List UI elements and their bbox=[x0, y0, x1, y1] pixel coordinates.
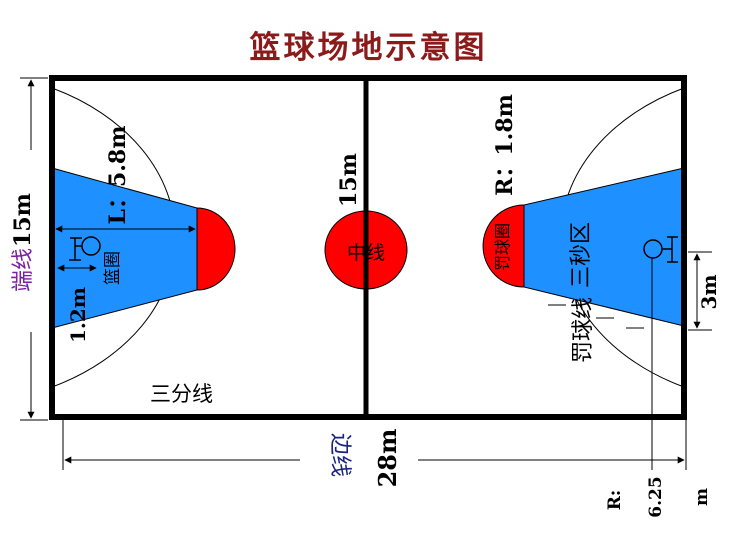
free-throw-circle-right bbox=[482, 204, 525, 288]
page-title: 篮球场地示意图 bbox=[249, 30, 488, 66]
three-point-line-label: 三分线 bbox=[150, 382, 213, 406]
basket-icon-right bbox=[643, 236, 678, 263]
circle-radius-label: R：1.8m bbox=[492, 94, 518, 196]
key-length-label: L：5.8m bbox=[105, 125, 131, 224]
free-throw-circle-left bbox=[196, 207, 236, 291]
free-throw-line-label: 罚球线 bbox=[571, 297, 596, 363]
three-point-radius-value: 6.25 bbox=[646, 476, 666, 517]
basket-label-left: 篮圈 bbox=[103, 251, 123, 285]
side-line-length: 28m bbox=[373, 429, 402, 488]
three-point-radius-r: R: bbox=[605, 490, 625, 510]
end-line-length: 15m bbox=[10, 193, 36, 247]
key-edge-label: 1.2m bbox=[66, 287, 90, 343]
center-length: 15m bbox=[336, 153, 362, 207]
free-throw-circle-label: 罚球圈 bbox=[493, 223, 512, 271]
side-line-label: 边线 bbox=[327, 433, 352, 477]
basket-icon-left bbox=[69, 236, 101, 261]
key-right bbox=[523, 167, 685, 327]
lane-width-label: 3m bbox=[697, 274, 721, 309]
three-point-radius-unit: m bbox=[692, 488, 712, 506]
end-line-label: 端线 bbox=[11, 248, 36, 292]
three-second-area-label: 三秒区 bbox=[569, 222, 594, 288]
center-line-label: 中线 bbox=[347, 242, 385, 264]
